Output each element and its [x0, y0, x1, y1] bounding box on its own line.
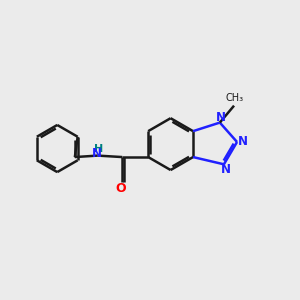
Text: CH₃: CH₃: [226, 93, 244, 103]
Text: N: N: [238, 135, 248, 148]
Text: H: H: [94, 144, 103, 154]
Text: O: O: [116, 182, 126, 195]
Text: N: N: [216, 111, 226, 124]
Text: N: N: [221, 163, 231, 176]
Text: N: N: [92, 147, 102, 160]
